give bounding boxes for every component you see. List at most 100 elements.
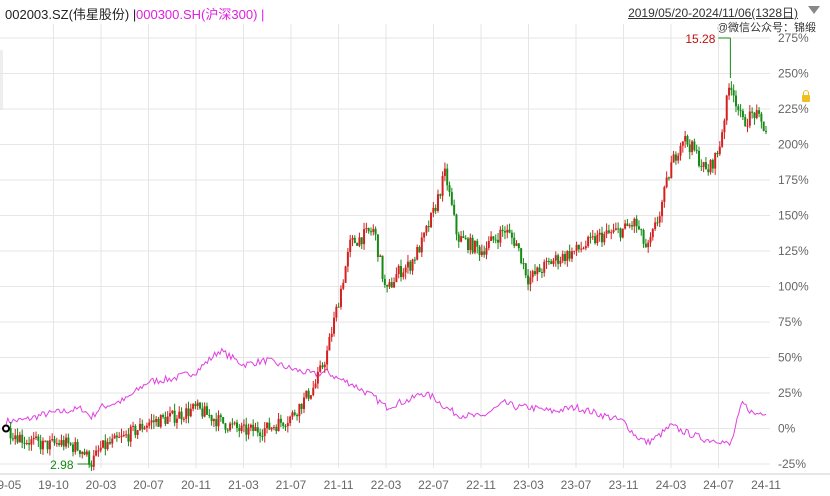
x-tick-label: 24-11 [751, 478, 781, 492]
candle-body [32, 437, 35, 440]
candle-body [732, 90, 735, 96]
candle-body [760, 113, 763, 122]
chart-header: 002003.SZ(伟星股份) | 000300.SH(沪深300) | 201… [0, 0, 830, 24]
x-axis: 19-05 19-10 20-03 20-07 20-11 21-03 21-07 21-11… [0, 473, 830, 492]
candle-body [46, 440, 49, 450]
candle-body [289, 416, 292, 424]
candle-body [85, 451, 88, 455]
candle-body [550, 261, 553, 264]
candle-body [453, 204, 456, 215]
candle-body [104, 440, 107, 450]
candle-body [222, 417, 225, 424]
candle-body [335, 306, 338, 318]
candle-body [510, 232, 513, 238]
candle-body [420, 237, 423, 253]
candle-body [762, 121, 765, 131]
candle-body [721, 132, 724, 147]
candle-body [594, 236, 597, 244]
y-tick-label: 275% [778, 31, 809, 45]
candle-body [758, 110, 761, 114]
candle-body [374, 228, 377, 235]
candle-body [171, 410, 174, 414]
stock-series-label[interactable]: 002003.SZ(伟星股份) | [5, 7, 137, 22]
candle-body [266, 422, 269, 429]
high-label: 15.28 [685, 32, 715, 46]
candle-body [383, 278, 386, 285]
candle-body [286, 423, 289, 427]
candle-body [564, 254, 567, 261]
candle-body [259, 432, 262, 436]
candle-body [522, 263, 525, 265]
candle-body [513, 237, 516, 246]
candle-body [674, 154, 677, 161]
candle-body [138, 423, 141, 431]
candle-body [203, 406, 206, 417]
candle-body [557, 255, 560, 264]
candle-body [122, 434, 125, 436]
candle-body [312, 387, 315, 396]
candle-body [229, 423, 232, 431]
candle-body [527, 275, 530, 285]
candle-body [531, 271, 534, 278]
candle-body [252, 424, 255, 432]
candle-body [28, 442, 31, 445]
candle-body [71, 444, 74, 452]
candle-body [102, 440, 105, 448]
candle-body [411, 259, 414, 271]
candle-body [704, 162, 707, 170]
candle-body [543, 261, 546, 273]
candle-body [155, 418, 158, 423]
date-range-link[interactable]: 2019/05/20-2024/11/06(1328日) [628, 6, 798, 20]
candle-body [610, 232, 613, 234]
candle-body [247, 427, 250, 435]
y-tick-label: 225% [778, 102, 809, 116]
candle-body [136, 430, 139, 435]
candle-body [92, 455, 95, 467]
candle-body [520, 248, 523, 264]
candle-body [224, 423, 227, 430]
candle-body [90, 464, 93, 467]
candle-body [589, 236, 592, 238]
candle-body [97, 450, 100, 452]
candle-body [356, 243, 359, 246]
candle-body [316, 371, 319, 384]
candle-body [517, 243, 520, 249]
candle-body [141, 423, 144, 430]
candle-body [658, 216, 661, 223]
candle-body [381, 255, 384, 279]
dropdown-icon[interactable] [808, 6, 820, 14]
lock-icon[interactable] [802, 90, 810, 102]
candle-body [143, 427, 146, 430]
candle-body [162, 415, 165, 417]
candle-body [349, 239, 352, 252]
candle-body [83, 451, 86, 455]
candle-body [584, 246, 587, 249]
candle-body [670, 162, 673, 179]
candle-body [108, 442, 111, 444]
x-tick-label: 20-03 [86, 478, 117, 492]
candle-body [471, 237, 474, 253]
candle-body [88, 451, 91, 465]
candle-body [455, 214, 458, 235]
index-series-label[interactable]: 000300.SH(沪深300) | [136, 7, 265, 22]
candle-body [647, 242, 650, 248]
candle-body [319, 365, 322, 372]
candle-body [635, 218, 638, 227]
candle-body [582, 248, 585, 250]
candle-body [686, 135, 689, 145]
candle-body [400, 265, 403, 278]
candle-body [14, 435, 17, 440]
candle-body [446, 168, 449, 186]
candle-body [201, 408, 204, 417]
candle-body [120, 435, 123, 437]
candle-body [76, 441, 79, 451]
candle-body [605, 230, 608, 234]
candle-body [388, 282, 391, 287]
candle-body [231, 423, 234, 425]
candle-body [679, 145, 682, 156]
candle-body [508, 229, 511, 233]
candle-body [492, 236, 495, 240]
candle-body [566, 251, 569, 261]
x-tick-label: 22-11 [466, 478, 496, 492]
candle-body [626, 223, 629, 227]
